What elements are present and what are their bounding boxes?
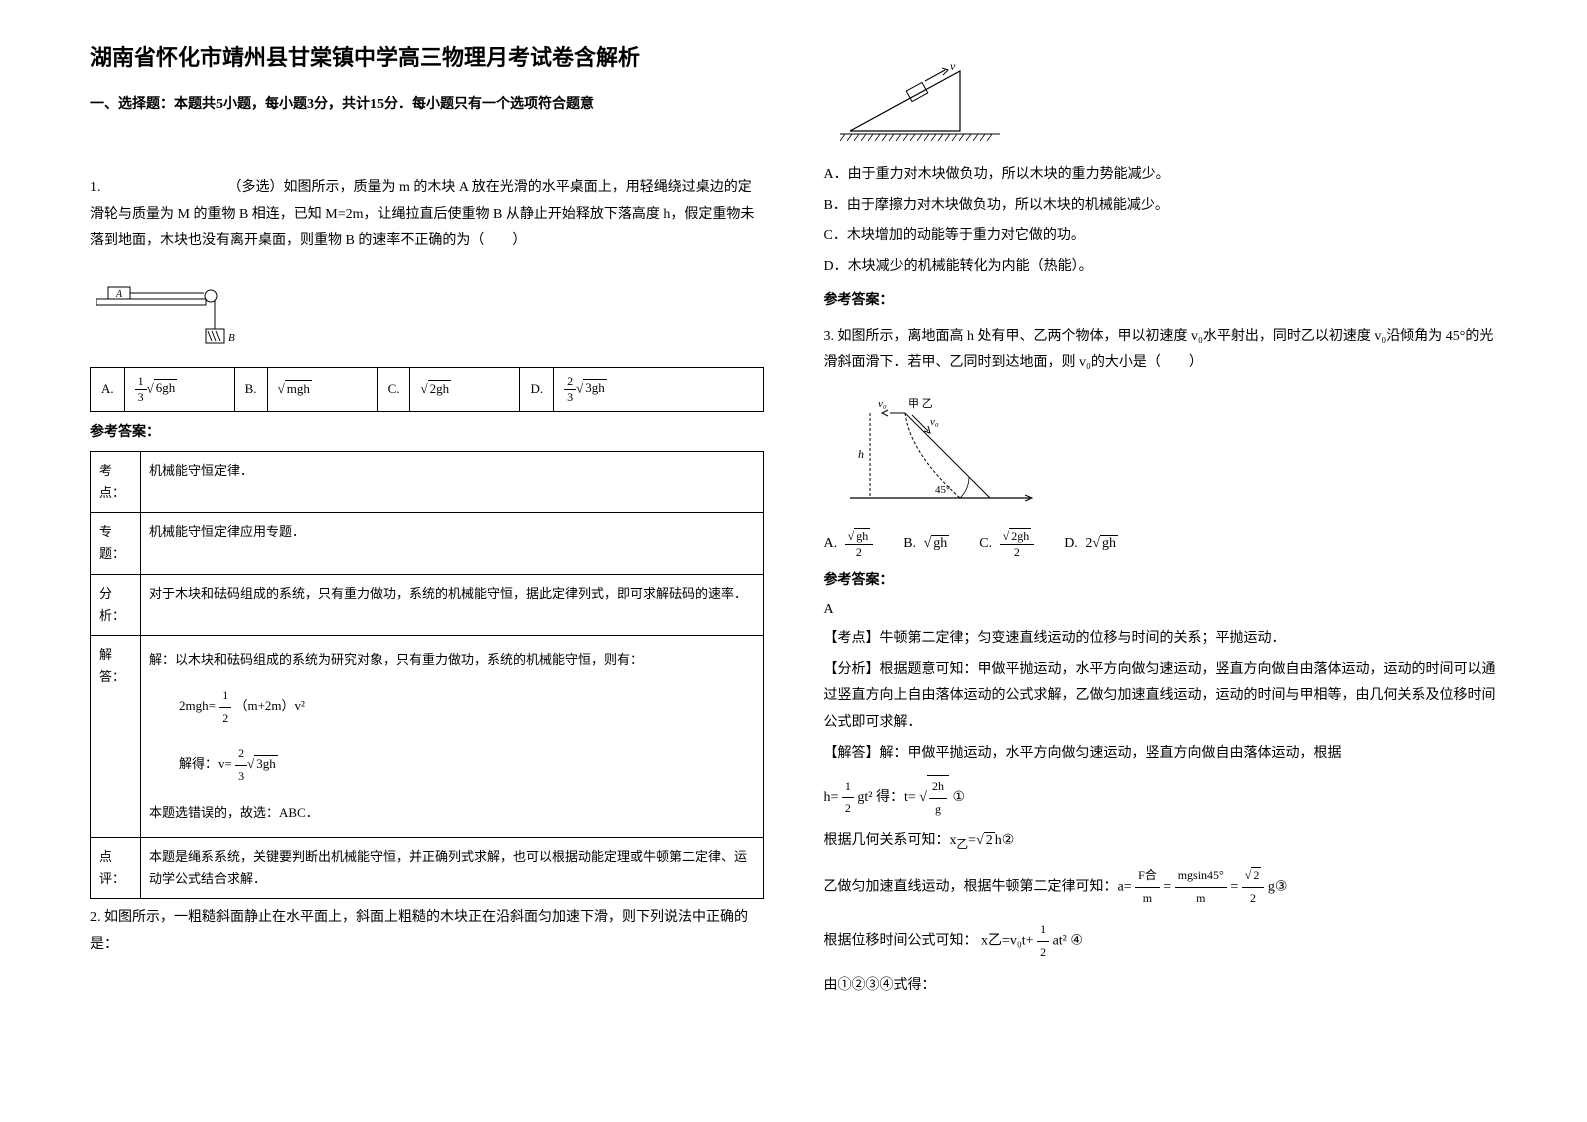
svg-text:h: h — [858, 447, 864, 461]
svg-text:45°: 45° — [935, 484, 950, 496]
q3-eq1: h= 12 gt² 得：t= √2hg ① — [824, 775, 1498, 820]
row-dianping-text: 本题是绳系系统，关键要判断出机械能守恒，并正确列式求解，也可以根据动能定理或牛顿… — [141, 837, 764, 898]
row-kaodian-label: 考点： — [91, 452, 141, 513]
svg-text:v: v — [950, 59, 956, 73]
choice-D-val: 23√3gh — [554, 367, 763, 411]
q2-optB: B．由于摩擦力对木块做负功，所以木块的机械能减少。 — [824, 193, 1498, 220]
q3-figure: v₀ 甲 乙 v₀ h 45° — [824, 387, 1498, 519]
choice-B-label: B. — [234, 367, 267, 411]
q3-optD: D. 2√gh — [1064, 536, 1118, 552]
svg-text:v₀: v₀ — [930, 416, 939, 428]
q3-line3: 乙做匀加速直线运动，根据牛顿第二定律可知：a= F合m = mgsin45°m … — [824, 865, 1498, 909]
q2-optD: D．木块减少的机械能转化为内能（热能）。 — [824, 254, 1498, 281]
q3-body: 如图所示，离地面高 h 处有甲、乙两个物体，甲以初速度 v₀水平射出，同时乙以初… — [824, 329, 1494, 371]
left-column: 湖南省怀化市靖州县甘棠镇中学高三物理月考试卷含解析 一、选择题：本题共5小题，每… — [60, 40, 794, 1082]
q2-body: 如图所示，一粗糙斜面静止在水平面上，斜面上粗糙的木块正在沿斜面匀加速下滑，则下列… — [90, 910, 748, 952]
q2-prefix: 2. — [90, 910, 101, 925]
q3-kp: 【考点】牛顿第二定律；匀变速直线运动的位移与时间的关系；平抛运动． — [824, 626, 1498, 653]
q1-body: （多选）如图所示，质量为 m 的木块 A 放在光滑的水平桌面上，用轻绳绕过桌边的… — [90, 180, 754, 248]
right-column: v A．由于重力对木块做负功，所以木块的重力势能减少。 B．由于摩擦力对木块做负… — [794, 40, 1528, 1082]
q3-optB: B. √gh — [903, 536, 949, 552]
q1-analysis-table: 考点： 机械能守恒定律． 专题： 机械能守恒定律应用专题． 分析： 对于木块和砝… — [90, 451, 764, 899]
row-jieda-label: 解答： — [91, 635, 141, 837]
q2-optA: A．由于重力对木块做负功，所以木块的重力势能减少。 — [824, 162, 1498, 189]
q1-figure: A B — [90, 265, 764, 357]
row-fenxi-label: 分析： — [91, 574, 141, 635]
q3-line5: 由①②③④式得： — [824, 973, 1498, 998]
jieda-eq2: 解得：v= 23√3gh — [179, 743, 755, 787]
jieda-l1: 解：以木块和砝码组成的系统为研究对象，只有重力做功，系统的机械能守恒，则有： — [149, 648, 755, 671]
row-jieda-text: 解：以木块和砝码组成的系统为研究对象，只有重力做功，系统的机械能守恒，则有： 2… — [141, 635, 764, 837]
q3-line2: 根据几何关系可知：x乙=√2h② — [824, 828, 1498, 855]
choice-D-label: D. — [520, 367, 554, 411]
q1-choices: A. 13√6gh B. √mgh C. √2gh D. 23√3gh — [90, 367, 764, 412]
svg-text:甲 乙: 甲 乙 — [908, 397, 933, 410]
q3-line4: 根据位移时间公式可知： x乙=v₀t+ 12 at² ④ — [824, 919, 1498, 963]
row-zhuanti-text: 机械能守恒定律应用专题． — [141, 513, 764, 574]
q1-text: 1. （多选）如图所示，质量为 m 的木块 A 放在光滑的水平桌面上，用轻绳绕过… — [90, 175, 764, 255]
q3-optC: C. √2gh2 — [979, 529, 1034, 560]
q1-answer-label: 参考答案： — [90, 420, 764, 445]
svg-text:v₀: v₀ — [878, 398, 887, 410]
row-zhuanti-label: 专题： — [91, 513, 141, 574]
q3-an: 【分析】根据题意可知：甲做平抛运动，水平方向做匀速运动，竖直方向做自由落体运动，… — [824, 657, 1498, 737]
choice-C-val: √2gh — [410, 367, 520, 411]
q3-text: 3. 如图所示，离地面高 h 处有甲、乙两个物体，甲以初速度 v₀水平射出，同时… — [824, 324, 1498, 377]
q2-answer-label: 参考答案： — [824, 288, 1498, 313]
q3-options: A. √gh2 B. √gh C. √2gh2 D. 2√gh — [824, 529, 1498, 560]
section-header: 一、选择题：本题共5小题，每小题3分，共计15分．每小题只有一个选项符合题意 — [90, 92, 764, 117]
q3-answer: A — [824, 597, 1498, 622]
row-kaodian-text: 机械能守恒定律． — [141, 452, 764, 513]
svg-text:B: B — [228, 332, 235, 344]
q1-prefix: 1. — [90, 180, 101, 195]
q2-optC: C．木块增加的动能等于重力对它做的功。 — [824, 223, 1498, 250]
row-fenxi-text: 对于木块和砝码组成的系统，只有重力做功，系统的机械能守恒，据此定律列式，即可求解… — [141, 574, 764, 635]
page-title: 湖南省怀化市靖州县甘棠镇中学高三物理月考试卷含解析 — [90, 40, 764, 72]
choice-A-val: 13√6gh — [124, 367, 234, 411]
choice-B-val: √mgh — [267, 367, 377, 411]
row-dianping-label: 点评： — [91, 837, 141, 898]
jieda-l3: 本题选错误的，故选：ABC． — [149, 801, 755, 824]
choice-A-label: A. — [91, 367, 125, 411]
q2-figure: v — [824, 50, 1498, 152]
choice-C-label: C. — [377, 367, 410, 411]
q3-sol-intro: 【解答】解：甲做平抛运动，水平方向做匀速运动，竖直方向做自由落体运动，根据 — [824, 741, 1498, 768]
jieda-eq1: 2mgh= 12 （m+2m）v² — [179, 685, 755, 729]
q2-text: 2. 如图所示，一粗糙斜面静止在水平面上，斜面上粗糙的木块正在沿斜面匀加速下滑，… — [90, 905, 764, 958]
q3-prefix: 3. — [824, 329, 835, 344]
q3-answer-label: 参考答案： — [824, 568, 1498, 593]
watermark — [90, 127, 764, 167]
q3-optA: A. √gh2 — [824, 529, 874, 560]
svg-text:A: A — [115, 289, 123, 300]
